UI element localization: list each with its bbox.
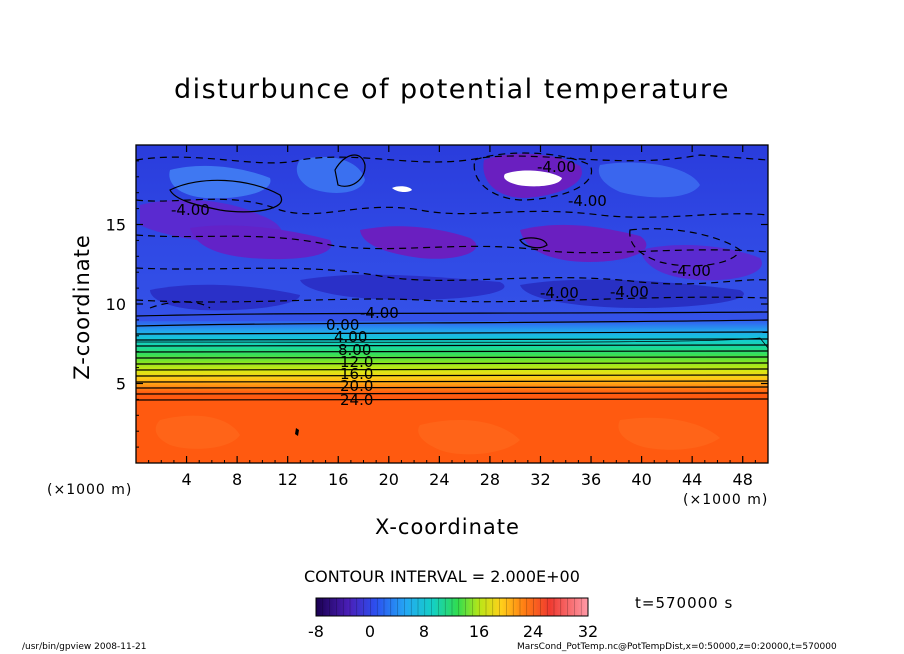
x-tick-label: 24 (429, 470, 449, 489)
contour-label: -4.00 (537, 158, 576, 176)
y-axis-label: Z-coordinate (70, 234, 94, 380)
colorbar-tick-label: 8 (419, 622, 429, 641)
x-unit-label-left: (×1000 m) (47, 482, 133, 498)
x-tick-label: 36 (581, 470, 601, 489)
footer-left: /usr/bin/gpview 2008-11-21 (22, 642, 147, 652)
contour-label: 24.0 (340, 391, 373, 409)
contour-interval-label: CONTOUR INTERVAL = 2.000E+00 (304, 567, 580, 586)
x-tick-label: 44 (682, 470, 702, 489)
y-tick-label: 5 (116, 375, 126, 394)
x-tick-label: 4 (181, 470, 191, 489)
x-tick-label: 12 (278, 470, 298, 489)
colorbar-tick-label: 24 (523, 622, 543, 641)
footer-right: MarsCond_PotTemp.nc@PotTempDist,x=0:5000… (517, 642, 837, 652)
chart-title: disturbunce of potential temperature (174, 74, 730, 105)
x-tick-label: 28 (480, 470, 500, 489)
contour-label: -4.00 (568, 192, 607, 210)
x-tick-label: 48 (733, 470, 753, 489)
y-tick-label: 15 (106, 216, 126, 235)
contour-label: 16.0 (340, 365, 373, 383)
heatmap-field (136, 145, 768, 463)
contour-labels: -4.00 -4.00 -4.00 -4.00 -4.00 -4.00 -4.0… (171, 158, 711, 409)
colorbar (315, 597, 589, 617)
contour-label: -4.00 (610, 283, 649, 301)
y-axis-ticks: 5 10 15 (106, 160, 768, 448)
contour-label: 4.00 (334, 328, 367, 346)
x-tick-label: 32 (530, 470, 550, 489)
x-tick-label: 40 (631, 470, 651, 489)
contour-label: 8.00 (338, 341, 371, 359)
x-unit-label-right: (×1000 m) (683, 492, 769, 508)
contour-label: 20.0 (340, 377, 373, 395)
colorbar-tick-label: 32 (578, 622, 598, 641)
contour-label: -4.00 (360, 304, 399, 322)
colorbar-tick-label: -8 (308, 622, 324, 641)
colorbar-tick-label: 0 (365, 622, 375, 641)
x-tick-label: 16 (328, 470, 348, 489)
x-axis-ticks: 4 8 12 16 20 24 28 32 36 40 44 48 (148, 145, 756, 489)
x-tick-label: 20 (379, 470, 399, 489)
contour-label: 0.00 (326, 316, 359, 334)
colorbar-tick-labels: -8 0 8 16 24 32 (308, 622, 598, 641)
colorbar-tick-label: 16 (469, 622, 489, 641)
contour-label: 12.0 (340, 353, 373, 371)
contour-label: -4.00 (540, 284, 579, 302)
x-tick-label: 8 (232, 470, 242, 489)
y-tick-label: 10 (106, 295, 126, 314)
time-label: t=570000 s (635, 594, 734, 612)
x-axis-label: X-coordinate (375, 515, 520, 539)
contour-label: -4.00 (171, 201, 210, 219)
contour-label: -4.00 (672, 262, 711, 280)
